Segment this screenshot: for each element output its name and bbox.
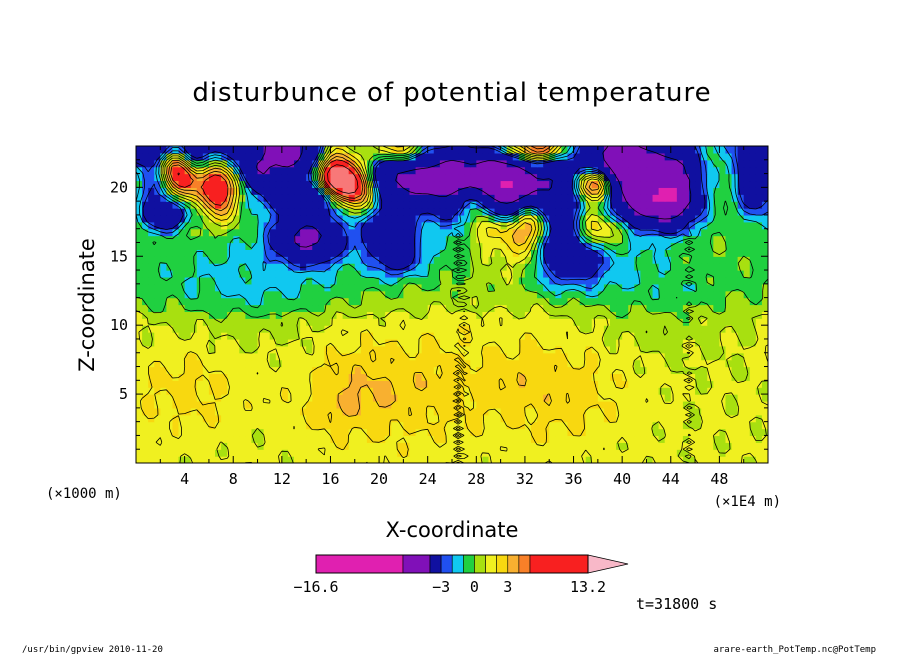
colorbar-label: −3	[432, 578, 450, 596]
colorbar-segment	[463, 554, 475, 574]
x-tick-label: 48	[710, 470, 728, 488]
chart-title: disturbunce of potential temperature	[192, 78, 711, 108]
x-tick-label: 32	[516, 470, 534, 488]
colorbar-segment	[529, 554, 589, 574]
y-tick-label: 5	[119, 385, 128, 403]
colorbar-segment	[429, 554, 442, 574]
x-axis-label: X-coordinate	[386, 518, 519, 542]
y-tick-label: 20	[110, 178, 128, 196]
time-label: t=31800 s	[636, 595, 717, 613]
colorbar-label: 13.2	[570, 578, 606, 596]
x-tick-label: 40	[613, 470, 631, 488]
x-tick-label: 8	[229, 470, 238, 488]
colorbar-segment	[402, 554, 431, 574]
y-tick-label: 10	[110, 316, 128, 334]
colorbar-overflow-triangle	[587, 554, 629, 574]
colorbar-frame	[315, 554, 589, 574]
plot-area	[136, 146, 768, 463]
temperature-field	[136, 146, 768, 463]
contour-path	[136, 146, 768, 463]
x-tick-label: 20	[370, 470, 388, 488]
colorbar-segment	[496, 554, 509, 574]
colorbar-label: −16.6	[293, 578, 338, 596]
colorbar-segment	[315, 554, 404, 574]
colorbar-segment	[507, 554, 520, 574]
colorbar-segment	[485, 554, 497, 574]
x-unit-right-label: (×1E4 m)	[714, 494, 781, 510]
x-tick-label: 12	[273, 470, 291, 488]
x-tick-label: 16	[321, 470, 339, 488]
x-unit-left-label: (×1000 m)	[46, 486, 122, 502]
y-axis-ticks: 5 10 15 20	[110, 159, 768, 450]
x-axis-ticks: 4 8 12 16 20 24 28 32 36 40 44 48	[159, 146, 745, 488]
x-tick-label: 4	[180, 470, 189, 488]
contour-lines	[136, 146, 768, 463]
footer-right: arare-earth_PotTemp.nc@PotTemp	[713, 645, 876, 654]
colorbar-segment	[440, 554, 453, 574]
y-axis-label: Z-coordinate	[75, 238, 99, 372]
x-tick-label: 36	[565, 470, 583, 488]
x-tick-label: 28	[467, 470, 485, 488]
y-tick-label: 15	[110, 247, 128, 265]
colorbar-label: 3	[503, 578, 512, 596]
x-tick-label: 24	[419, 470, 437, 488]
colorbar	[315, 554, 629, 574]
colorbar-segment	[451, 554, 464, 574]
colorbar-label: 0	[470, 578, 479, 596]
colorbar-segment	[518, 554, 531, 574]
footer-left: /usr/bin/gpview 2010-11-20	[22, 645, 163, 654]
x-tick-label: 44	[662, 470, 680, 488]
colorbar-labels: −16.6 −3 0 3 13.2	[293, 578, 606, 596]
colorbar-segment	[474, 554, 486, 574]
